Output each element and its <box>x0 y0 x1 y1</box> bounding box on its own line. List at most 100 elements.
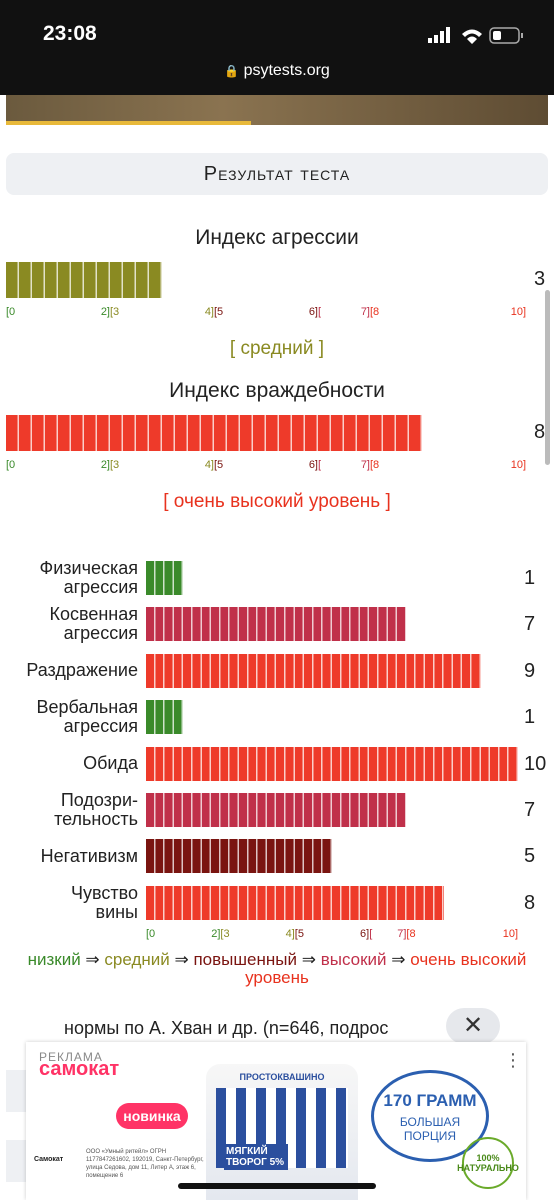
norms-text: нормы по А. Хван и др. (n=646, подрос <box>64 1018 389 1038</box>
status-icons <box>428 27 523 44</box>
subscale-value: 5 <box>524 845 536 868</box>
url-bar[interactable]: 🔒 psytests.org <box>0 62 554 80</box>
label-line: вины <box>95 901 139 922</box>
legend-arrow: ⇒ <box>174 950 189 969</box>
bar-track <box>146 607 518 642</box>
legend-item: высокий <box>320 950 387 969</box>
scrollbar <box>545 290 550 465</box>
results: Индекс агрессии 3 [0 2] [3 4] [5 6][7] [8 10][ ср… <box>6 226 546 987</box>
header-image <box>6 95 548 125</box>
scale-label: [3 <box>110 459 120 471</box>
url: psytests.org <box>243 62 330 79</box>
subscale-value: 7 <box>524 799 536 821</box>
norms-row: нормы по А. Хван и др. (n=646, подрос <box>0 1015 554 1045</box>
label-line: Подозри- <box>60 790 138 810</box>
subscale-label: Подозри-тельность <box>54 791 138 829</box>
ad-legal: ООО «Умный ритейл» ОГРН 1177847261602, 1… <box>86 1149 204 1179</box>
scale-label: 7] <box>360 459 370 471</box>
subscale-value: 7 <box>524 613 536 636</box>
subscale-value: 9 <box>524 659 536 682</box>
scale-label: [5 <box>294 928 304 940</box>
label-line: Физическая <box>39 558 138 578</box>
subscale-value: 8 <box>524 891 536 914</box>
lock-icon: 🔒 <box>224 64 240 78</box>
scale-label: [ <box>369 928 373 940</box>
scale-label: [ <box>318 459 322 471</box>
ad-product: ПРОСТОКВАШИНО МЯГКИЙ ТВОРОГ 5% <box>206 1064 358 1200</box>
bar-track <box>6 262 526 298</box>
scale-label: 10] <box>510 459 526 471</box>
label-line: Вербальная <box>36 697 138 718</box>
card-edge <box>6 1140 26 1182</box>
bar-track <box>146 793 518 827</box>
scale-label: [5 <box>214 459 224 471</box>
bar-fill <box>6 415 422 451</box>
label-line: Чувство <box>71 882 138 903</box>
legend: низкий ⇒ средний ⇒ повышенный ⇒ высокий … <box>22 951 532 987</box>
subscale-label: Негативизм <box>40 845 138 866</box>
scale-label: [8 <box>370 306 380 318</box>
scale-label: 2] <box>211 928 221 940</box>
bar-fill <box>146 607 407 642</box>
bar-track <box>146 746 518 781</box>
scale-label: [8 <box>406 928 416 940</box>
legend-arrow: ⇒ <box>391 950 406 969</box>
card-edge <box>6 1070 26 1112</box>
scale-label: [8 <box>370 459 380 471</box>
legend-item: средний <box>104 950 170 969</box>
ad-portion: 170 ГРАММ БОЛЬШАЯ ПОРЦИЯ <box>371 1070 489 1162</box>
bar-track <box>146 700 518 735</box>
scale-label: 10] <box>502 928 518 940</box>
status-bar: 23:08 🔒 psytests.org <box>0 0 554 95</box>
scale-label: 7] <box>360 306 370 318</box>
product-name: МЯГКИЙ ТВОРОГ 5% <box>224 1144 288 1170</box>
product-brand: ПРОСТОКВАШИНО <box>239 1072 325 1082</box>
bar-track <box>146 839 518 874</box>
scale-label: 6] <box>360 928 370 940</box>
label-line: Обида <box>83 753 138 774</box>
scale-label: [0 <box>146 928 156 940</box>
subscale-value: 1 <box>524 567 536 589</box>
legend-item: повышенный <box>193 950 297 969</box>
bar-fill <box>146 700 184 735</box>
ad-brand: самокат <box>39 1058 120 1080</box>
subscale-label: Косвенная агрессия <box>49 605 138 643</box>
progress <box>6 121 251 125</box>
bar-track <box>6 415 526 451</box>
ad-weight: 170 ГРАММ <box>383 1091 477 1110</box>
subscale-label: Обида <box>83 754 138 773</box>
legend-item: низкий <box>27 950 81 969</box>
index-value: 3 <box>534 268 546 290</box>
scale-label: 4] <box>204 459 214 471</box>
bar-fill <box>146 653 481 688</box>
ad-portion-text: БОЛЬШАЯ ПОРЦИЯ <box>399 1115 461 1143</box>
home-indicator <box>178 1183 376 1189</box>
bar-fill <box>146 839 332 874</box>
bar-track <box>146 885 518 920</box>
label-line: Раздражение <box>26 660 138 681</box>
scale-label: [5 <box>214 306 224 318</box>
index-title: Индекс агрессии <box>195 226 359 249</box>
result-header: Результат теста <box>6 153 548 195</box>
bar-fill <box>146 746 518 781</box>
ad-label: РЕКЛАМА <box>39 1050 103 1064</box>
close-ad[interactable]: ✕ <box>446 1008 500 1044</box>
index-value: 8 <box>534 421 546 443</box>
bar-track <box>146 561 518 595</box>
ad-banner[interactable]: РЕКЛАМА самокат ⋮ новинка Самокат ООО «У… <box>26 1042 526 1200</box>
label-line: агрессия <box>63 716 138 737</box>
bar-fill <box>146 561 184 595</box>
scale-label: [ <box>318 306 322 318</box>
label-line: агрессия <box>63 623 138 644</box>
scale-label: [0 <box>6 459 16 471</box>
scale-label: 10] <box>510 306 526 318</box>
label-line: агрессия <box>63 577 138 597</box>
index-title: Индекс враждебности <box>169 379 385 402</box>
scale-label: [3 <box>220 928 230 940</box>
scale-label: 2] <box>100 459 110 471</box>
ad-menu[interactable]: ⋮ <box>504 1050 522 1070</box>
label-line: Негативизм <box>40 845 138 866</box>
legend-arrow: ⇒ <box>301 950 316 969</box>
clock: 23:08 <box>43 22 97 45</box>
